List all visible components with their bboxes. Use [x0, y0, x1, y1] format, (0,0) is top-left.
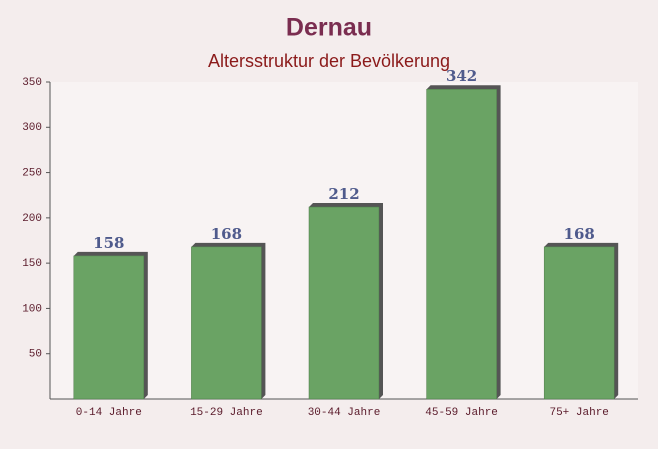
x-tick-label: 30-44 Jahre — [308, 407, 381, 419]
x-tick-label: 75+ Jahre — [549, 407, 608, 419]
y-tick-label: 200 — [22, 213, 42, 225]
bar — [73, 255, 145, 400]
y-tick-label: 250 — [22, 167, 42, 179]
x-tick-label: 15-29 Jahre — [190, 407, 263, 419]
chart-subtitle: Altersstruktur der Bevölkerung — [208, 51, 450, 71]
y-tick-label: 150 — [22, 258, 42, 270]
value-label: 168 — [211, 225, 242, 243]
x-tick-label: 45-59 Jahre — [425, 407, 498, 419]
bar — [191, 246, 262, 400]
y-tick-label: 50 — [29, 349, 42, 361]
y-tick-label: 350 — [22, 77, 42, 89]
y-tick-label: 300 — [22, 122, 42, 134]
bar — [308, 206, 380, 400]
value-label: 158 — [93, 234, 124, 252]
value-label: 168 — [564, 225, 595, 243]
chart-title: Dernau — [286, 14, 372, 42]
y-tick-label: 100 — [22, 303, 42, 315]
x-tick-label: 0-14 Jahre — [76, 407, 142, 419]
bar — [543, 246, 615, 400]
value-label: 342 — [446, 67, 477, 85]
value-label: 212 — [328, 185, 359, 203]
bar — [426, 88, 497, 400]
